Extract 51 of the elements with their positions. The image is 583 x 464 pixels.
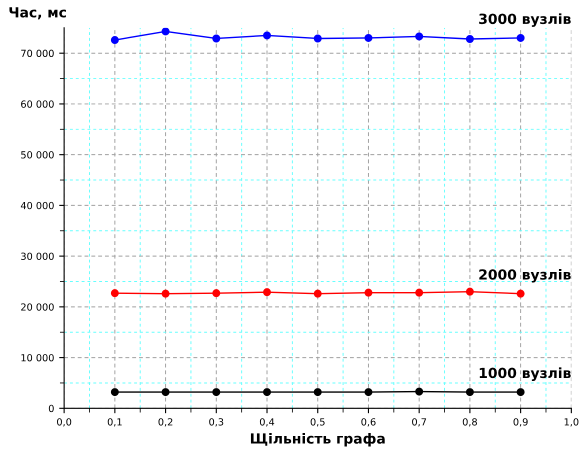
point: [212, 34, 220, 42]
point: [516, 290, 525, 298]
series-label: 1000 вузлів: [480, 367, 571, 381]
point: [263, 388, 272, 396]
series-label: 2000 вузлів: [479, 269, 571, 283]
point: [364, 388, 372, 396]
x-tick-label: 0,1: [108, 418, 122, 427]
x-tick-label: 0,9: [514, 418, 528, 427]
point: [466, 288, 474, 296]
point: [162, 290, 170, 298]
point: [314, 290, 322, 298]
point: [110, 36, 119, 44]
y-tick-label: 60 000: [21, 100, 54, 108]
x-tick-label: 1,0: [564, 418, 578, 427]
series-label: 3000 вузлів: [479, 13, 571, 27]
point: [110, 289, 119, 298]
y-tick-label: 20 000: [21, 303, 54, 311]
point: [516, 34, 525, 42]
point: [212, 289, 220, 298]
point: [415, 32, 424, 40]
point: [364, 34, 372, 42]
x-tick-label: 0,4: [260, 418, 274, 427]
point: [516, 388, 525, 396]
point: [466, 388, 474, 396]
point: [314, 34, 322, 42]
y-tick-label: 50 000: [21, 151, 54, 158]
x-tick-label: 0,0: [57, 418, 72, 427]
y-tick-label: 70 000: [21, 50, 54, 58]
x-tick-label: 0,2: [158, 418, 172, 427]
point: [110, 388, 119, 396]
point: [415, 288, 424, 297]
point: [415, 388, 424, 396]
point: [162, 28, 170, 36]
x-axis-title: Щільність графа: [250, 433, 385, 446]
y-tick-label: 40 000: [20, 202, 54, 210]
point: [212, 388, 220, 396]
y-tick-label: 10 000: [21, 354, 54, 362]
x-tick-label: 0,8: [462, 418, 477, 427]
y-tick-label: 0: [48, 404, 54, 412]
point: [364, 288, 372, 297]
y-tick-label: 30 000: [21, 252, 54, 260]
x-tick-label: 0,7: [412, 418, 426, 427]
y-axis-title: Час, мс: [9, 7, 66, 20]
x-tick-label: 0,6: [361, 418, 376, 427]
point: [314, 388, 322, 396]
x-tick-label: 0,5: [310, 418, 325, 427]
point: [466, 35, 474, 43]
point: [263, 31, 272, 40]
point: [263, 288, 272, 296]
point: [162, 388, 170, 396]
x-tick-label: 0,3: [209, 418, 224, 427]
